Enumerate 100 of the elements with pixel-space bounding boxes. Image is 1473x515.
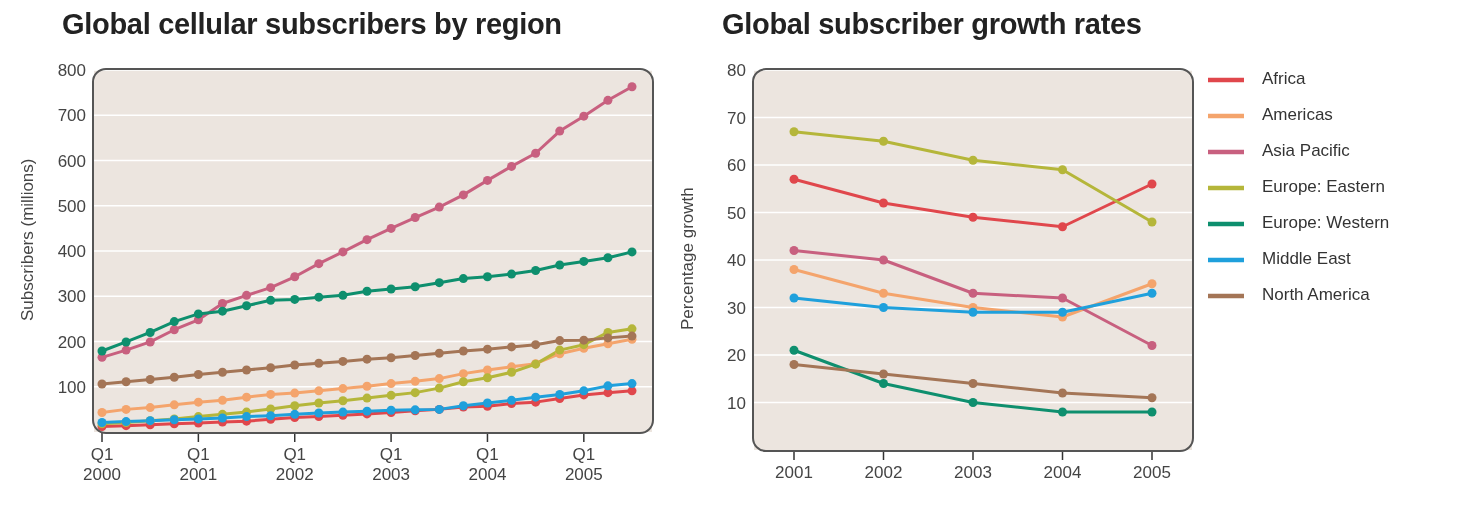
point	[410, 213, 420, 223]
point	[1147, 341, 1157, 350]
point	[242, 392, 252, 402]
point	[217, 413, 227, 423]
x-tick-label: Q1 2000	[83, 445, 121, 484]
point	[314, 358, 324, 368]
point	[879, 303, 888, 312]
point	[879, 198, 888, 208]
point	[968, 398, 978, 407]
point	[145, 327, 155, 337]
point	[97, 346, 107, 356]
point	[482, 272, 492, 282]
point	[579, 111, 589, 121]
point	[789, 246, 799, 255]
point	[789, 174, 799, 184]
point	[193, 309, 203, 319]
legend-label: Middle East	[1262, 249, 1351, 269]
point	[169, 372, 179, 382]
point	[1147, 288, 1157, 298]
point	[555, 345, 565, 355]
point	[458, 377, 468, 387]
y-tick-label: 60	[727, 156, 746, 176]
point	[410, 376, 420, 386]
point	[290, 294, 300, 304]
point	[458, 346, 468, 356]
chart-title: Global subscriber growth rates	[721, 8, 1143, 42]
point	[789, 127, 799, 137]
point	[290, 401, 300, 411]
point	[290, 388, 300, 398]
point	[242, 290, 252, 300]
point	[1147, 279, 1157, 289]
y-tick-label: 600	[57, 151, 86, 171]
point	[193, 370, 203, 380]
point	[968, 212, 978, 222]
point	[1058, 388, 1067, 398]
point	[410, 282, 420, 292]
point	[531, 265, 541, 275]
point	[338, 247, 348, 257]
point	[1147, 217, 1157, 227]
point	[579, 256, 589, 266]
point	[507, 161, 517, 171]
point	[1147, 407, 1157, 417]
x-tick-label: 2002	[864, 463, 903, 482]
y-tick-label: 500	[57, 196, 86, 216]
x-tick-label: 2004	[1043, 463, 1082, 482]
y-tick-label: 50	[727, 203, 746, 223]
point	[145, 375, 155, 385]
point	[1058, 222, 1067, 232]
x-tick-label: 2005	[1133, 463, 1171, 482]
y-tick-label: 20	[727, 346, 746, 366]
point	[879, 136, 888, 146]
point	[603, 95, 613, 105]
point	[314, 292, 324, 302]
y-tick-label: 40	[727, 251, 746, 271]
point	[434, 202, 444, 212]
x-tick-label: 2001	[775, 463, 813, 482]
y-tick-label: 300	[57, 287, 86, 307]
y-tick-label: 200	[57, 332, 86, 352]
point	[121, 377, 131, 387]
point	[97, 408, 107, 418]
point	[242, 365, 252, 375]
y-tick-label: 30	[727, 298, 746, 318]
point	[968, 288, 978, 298]
point	[193, 397, 203, 407]
point	[338, 356, 348, 366]
point	[217, 298, 227, 308]
point	[458, 274, 468, 284]
point	[314, 259, 324, 269]
point	[627, 379, 637, 389]
point	[789, 345, 799, 355]
point	[434, 383, 444, 393]
point	[627, 82, 637, 92]
point	[879, 379, 888, 388]
point	[1058, 407, 1067, 417]
point	[266, 283, 276, 293]
point	[386, 390, 396, 400]
point	[507, 269, 517, 279]
point	[314, 408, 324, 418]
point	[968, 155, 978, 165]
point	[482, 175, 492, 185]
point	[603, 333, 613, 343]
y-axis-title: Subscribers (millions)	[18, 158, 38, 321]
point	[1058, 293, 1067, 303]
point	[789, 293, 799, 303]
point	[507, 367, 517, 377]
point	[879, 288, 888, 298]
point	[410, 388, 420, 398]
point	[458, 369, 468, 379]
point	[338, 396, 348, 406]
point	[789, 360, 799, 369]
x-tick-label: Q1 2004	[468, 445, 507, 484]
legend-label: Americas	[1262, 105, 1333, 125]
point	[314, 386, 324, 396]
point	[789, 265, 799, 274]
point	[290, 409, 300, 419]
point	[386, 353, 396, 363]
point	[458, 190, 468, 200]
point	[410, 351, 420, 361]
point	[627, 247, 637, 257]
point	[121, 404, 131, 414]
